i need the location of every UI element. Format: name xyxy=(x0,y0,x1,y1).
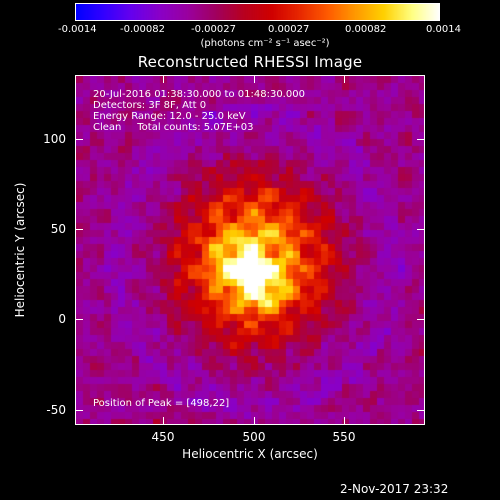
tick-mark xyxy=(163,417,164,425)
x-axis-label: Heliocentric X (arcsec) xyxy=(182,447,318,461)
tick-mark xyxy=(75,319,83,320)
colorbar-frame xyxy=(75,3,440,21)
y-tick-label: -50 xyxy=(46,403,66,417)
info-time-range: 20-Jul-2016 01:38:30.000 to 01:48:30.000 xyxy=(93,89,305,100)
y-tick-label: 0 xyxy=(58,312,66,326)
tick-mark xyxy=(75,139,83,140)
tick-mark xyxy=(344,417,345,425)
tick-mark xyxy=(417,139,425,140)
colorbar-tick-label: 0.00027 xyxy=(268,24,310,35)
plot-timestamp: 2-Nov-2017 23:32 xyxy=(340,482,449,496)
tick-mark xyxy=(417,410,425,411)
tick-mark xyxy=(163,75,164,83)
plot-title: Reconstructed RHESSI Image xyxy=(137,53,363,71)
colorbar-gradient xyxy=(75,3,440,21)
y-axis-label: Heliocentric Y (arcsec) xyxy=(13,182,27,318)
colorbar-tick-label: -0.00027 xyxy=(191,24,236,35)
info-detectors: Detectors: 3F 8F, Att 0 xyxy=(93,100,207,111)
peak-position: Position of Peak = [498,22] xyxy=(93,398,230,409)
colorbar-tick-label: 0.0014 xyxy=(426,24,461,35)
x-tick-label: 550 xyxy=(332,430,356,444)
colorbar-tick-label: -0.00082 xyxy=(120,24,165,35)
colorbar-tick-label: 0.00082 xyxy=(345,24,387,35)
x-tick-label: 500 xyxy=(242,430,266,444)
tick-mark xyxy=(417,229,425,230)
tick-mark xyxy=(417,319,425,320)
y-tick-label: 100 xyxy=(43,132,66,146)
x-tick-label: 450 xyxy=(151,430,175,444)
rhessi-image xyxy=(76,76,424,424)
tick-mark xyxy=(75,229,83,230)
info-energy-range: Energy Range: 12.0 - 25.0 keV xyxy=(93,111,246,122)
colorbar-tick-label: -0.0014 xyxy=(58,24,97,35)
tick-mark xyxy=(344,75,345,83)
y-tick-label: 50 xyxy=(50,222,66,236)
tick-mark xyxy=(75,410,83,411)
info-clean-counts: Clean Total counts: 5.07E+03 xyxy=(93,122,254,133)
tick-mark xyxy=(254,75,255,83)
image-panel xyxy=(75,75,425,425)
tick-mark xyxy=(254,417,255,425)
colorbar-units: (photons cm⁻² s⁻¹ asec⁻²) xyxy=(200,38,330,49)
